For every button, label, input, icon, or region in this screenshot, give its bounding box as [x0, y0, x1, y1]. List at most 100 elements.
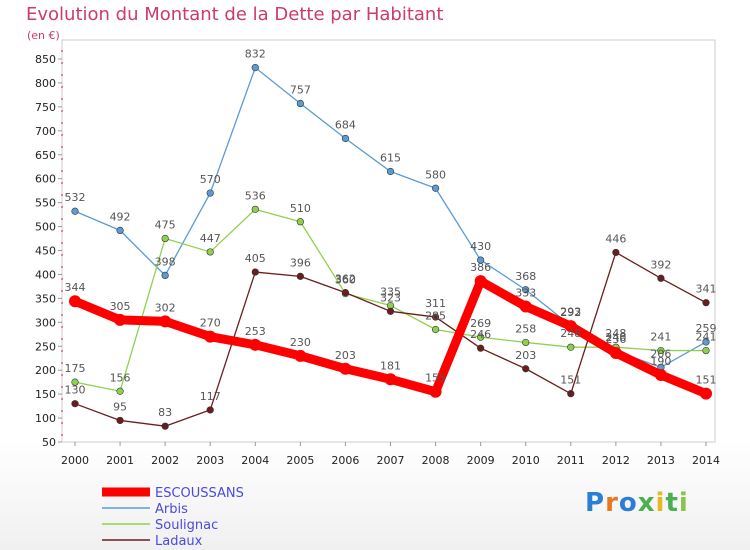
data-label-ladaux: 323	[380, 291, 401, 304]
data-label-arbis: 757	[290, 84, 311, 97]
data-point-ladaux	[702, 299, 710, 307]
data-label-ladaux: 117	[200, 390, 221, 403]
data-point-ladaux	[251, 268, 259, 276]
data-label-escoussans: 344	[65, 281, 86, 294]
data-label-escoussans: 155	[425, 372, 446, 385]
x-tick-label: 2010	[512, 454, 540, 467]
data-label-ladaux: 446	[605, 232, 626, 245]
data-label-soulignac: 258	[515, 322, 536, 335]
data-label-arbis: 580	[425, 168, 446, 181]
data-point-ladaux	[206, 406, 214, 414]
data-point-ladaux	[386, 307, 395, 315]
data-label-arbis: 615	[380, 152, 401, 165]
data-label-escoussans: 253	[245, 325, 266, 338]
data-point-arbis	[431, 184, 440, 192]
x-tick-label: 2002	[151, 454, 179, 467]
data-point-escoussans	[519, 300, 532, 313]
data-point-arbis	[341, 134, 350, 143]
data-point-soulignac	[522, 338, 530, 347]
y-tick-label: 200	[35, 364, 56, 377]
data-point-soulignac	[431, 325, 440, 334]
data-point-soulignac	[161, 234, 169, 243]
y-tick-label: 650	[35, 149, 56, 162]
x-tick-label: 2012	[602, 454, 630, 467]
y-tick-label: 700	[35, 125, 56, 138]
data-label-ladaux: 83	[158, 406, 172, 419]
logo-letter: o	[618, 488, 638, 518]
data-label-soulignac: 241	[650, 331, 671, 344]
y-tick-label: 800	[35, 77, 56, 90]
data-label-soulignac: 447	[200, 232, 221, 245]
data-point-escoussans	[384, 373, 397, 386]
y-tick-label: 250	[35, 340, 56, 353]
data-label-soulignac: 248	[605, 327, 626, 340]
data-point-soulignac	[296, 218, 304, 226]
y-tick-label: 300	[35, 316, 56, 329]
data-label-ladaux: 151	[560, 374, 581, 387]
data-point-ladaux	[477, 344, 485, 352]
data-point-escoussans	[654, 368, 667, 381]
x-tick-label: 2001	[106, 454, 134, 467]
x-tick-label: 2011	[557, 454, 585, 467]
data-label-ladaux: 95	[113, 400, 127, 413]
data-label-soulignac: 156	[110, 371, 131, 384]
data-label-ladaux: 392	[650, 258, 671, 271]
data-point-ladaux	[341, 289, 350, 297]
data-label-arbis: 240	[605, 331, 626, 344]
data-label-soulignac: 248	[560, 327, 581, 340]
y-tick-label: 350	[35, 292, 56, 305]
data-label-arbis: 832	[245, 48, 266, 61]
data-point-arbis	[251, 64, 259, 72]
data-label-arbis: 259	[696, 322, 717, 335]
x-tick-label: 2000	[61, 454, 89, 467]
data-point-ladaux	[161, 422, 169, 430]
data-point-ladaux	[71, 400, 79, 408]
x-tick-label: 2005	[286, 454, 314, 467]
data-label-escoussans: 302	[155, 301, 176, 314]
data-point-soulignac	[477, 333, 485, 341]
data-point-ladaux	[296, 272, 304, 280]
logo-letter: x	[637, 488, 656, 518]
data-point-escoussans	[114, 313, 127, 326]
chart-subtitle: (en €)	[27, 29, 60, 42]
x-tick-label: 2007	[377, 454, 405, 467]
legend-label-escoussans: ESCOUSSANS	[155, 486, 244, 501]
data-point-escoussans	[204, 330, 217, 343]
legend-label-soulignac: Soulignac	[155, 518, 218, 533]
y-tick-label: 600	[35, 173, 56, 186]
data-label-arbis: 570	[200, 173, 221, 186]
data-point-arbis	[522, 286, 530, 294]
legend-label-ladaux: Ladaux	[155, 534, 203, 549]
data-label-escoussans: 333	[515, 287, 536, 300]
data-point-arbis	[116, 226, 124, 234]
data-label-ladaux: 203	[515, 349, 536, 362]
data-point-escoussans	[69, 295, 81, 308]
chart-title: Evolution du Montant de la Dette par Hab…	[26, 4, 444, 25]
y-tick-label: 400	[35, 268, 56, 281]
data-label-ladaux: 246	[470, 328, 491, 341]
data-label-ladaux: 396	[290, 256, 311, 269]
data-point-escoussans	[339, 362, 352, 375]
data-label-escoussans: 230	[290, 336, 311, 349]
data-label-ladaux: 130	[65, 384, 86, 397]
data-point-escoussans	[609, 346, 622, 359]
data-point-soulignac	[116, 387, 124, 395]
legend-label-arbis: Arbis	[155, 502, 188, 517]
data-label-escoussans: 236	[605, 333, 626, 346]
data-point-escoussans	[564, 320, 577, 333]
data-label-soulignac: 475	[155, 219, 176, 232]
data-label-ladaux: 362	[335, 273, 356, 286]
data-label-soulignac: 175	[65, 362, 86, 375]
data-label-arbis: 206	[650, 347, 671, 360]
data-point-arbis	[161, 271, 169, 279]
data-point-ladaux	[657, 274, 665, 282]
data-point-escoussans	[294, 349, 307, 362]
data-point-escoussans	[700, 387, 712, 400]
logo-letter: r	[605, 488, 619, 518]
data-label-arbis: 684	[335, 118, 356, 131]
data-label-escoussans: 270	[200, 317, 221, 330]
data-point-arbis	[702, 338, 710, 346]
data-label-escoussans: 190	[650, 355, 671, 368]
data-point-arbis	[206, 189, 214, 197]
